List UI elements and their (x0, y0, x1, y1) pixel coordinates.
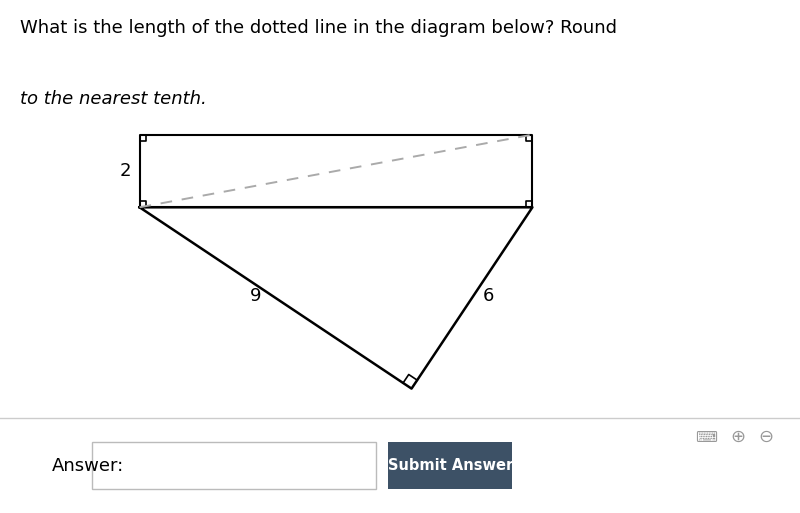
Text: ⌨: ⌨ (694, 429, 717, 445)
Text: ⊖: ⊖ (759, 428, 774, 446)
FancyBboxPatch shape (388, 442, 512, 489)
Text: ⊕: ⊕ (730, 428, 745, 446)
Text: Submit Answer: Submit Answer (388, 458, 513, 473)
Text: 2: 2 (119, 162, 131, 180)
Text: Answer:: Answer: (52, 457, 124, 475)
Text: What is the length of the dotted line in the diagram below? Round: What is the length of the dotted line in… (20, 19, 622, 37)
Text: 6: 6 (482, 287, 494, 305)
Text: 9: 9 (250, 287, 262, 305)
FancyBboxPatch shape (92, 442, 376, 489)
Text: to the nearest tenth.: to the nearest tenth. (20, 90, 206, 108)
